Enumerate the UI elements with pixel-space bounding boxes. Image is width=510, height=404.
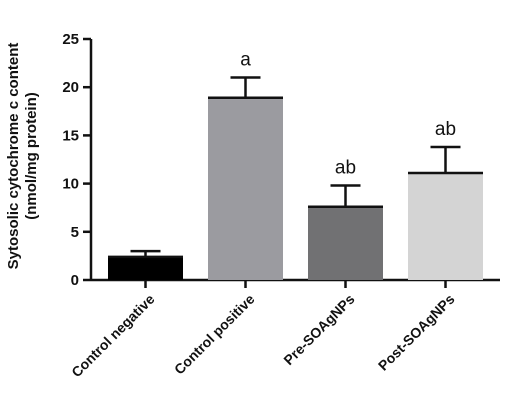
x-category-label: Post-SOAgNPs	[375, 291, 458, 374]
y-tick-label: 20	[62, 79, 79, 96]
y-tick-label: 15	[62, 127, 79, 144]
x-category-label: Control negative	[68, 291, 158, 381]
y-axis-title: Sytosolic cytochrome c content (nmol/mg …	[5, 43, 40, 270]
x-axis-labels: Control negative Control positive Pre-SOAg…	[68, 280, 458, 380]
bar	[108, 256, 183, 280]
x-category-label: Control positive	[171, 291, 258, 378]
bar	[208, 97, 283, 280]
bar	[408, 172, 483, 280]
significance-annotation: ab	[435, 119, 456, 140]
y-axis-ticks: 0 5 10 15 20 25	[62, 31, 91, 289]
y-tick-label: 25	[62, 31, 79, 48]
significance-annotation: ab	[335, 158, 356, 179]
significance-annotation: a	[240, 50, 251, 71]
y-tick-label: 5	[71, 224, 79, 241]
y-tick-label: 0	[71, 272, 79, 289]
x-category-label: Pre-SOAgNPs	[280, 291, 357, 368]
bar	[308, 206, 383, 280]
y-tick-label: 10	[62, 176, 79, 193]
y-axis-title-line2: (nmol/mg protein)	[23, 92, 40, 220]
y-axis-title-line1: Sytosolic cytochrome c content	[5, 43, 22, 270]
bars: a ab ab	[108, 50, 483, 280]
